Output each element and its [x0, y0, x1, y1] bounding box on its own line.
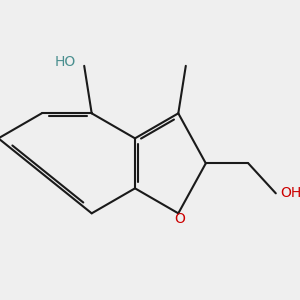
Text: OH: OH — [280, 186, 300, 200]
Text: HO: HO — [55, 56, 76, 70]
Text: O: O — [175, 212, 185, 226]
